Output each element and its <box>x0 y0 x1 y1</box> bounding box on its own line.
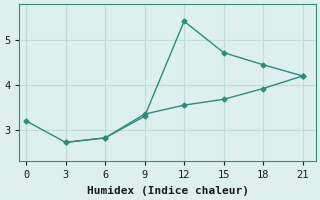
X-axis label: Humidex (Indice chaleur): Humidex (Indice chaleur) <box>87 186 249 196</box>
